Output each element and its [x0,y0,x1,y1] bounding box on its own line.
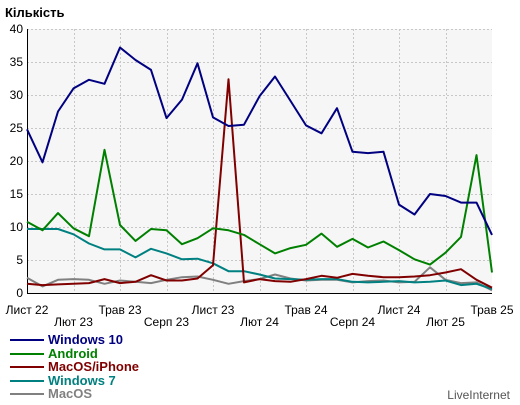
y-tick-label: 40 [10,22,24,36]
legend-swatch [10,366,44,368]
series-line-windows-10 [26,46,493,236]
x-tick-label: Трав 25 [470,303,513,317]
x-tick-label: Лют 24 [240,315,279,329]
y-tick-label: 5 [16,253,23,267]
series-lines [26,46,493,292]
x-tick-label: Лют 25 [426,315,465,329]
legend-swatch [10,379,44,382]
x-tick-label: Трав 24 [284,303,327,317]
legend-label: Android [48,345,98,361]
y-tick-label: 10 [10,220,24,234]
y-tick-label: 35 [10,55,24,69]
legend-label: Windows 10 [48,332,124,347]
x-tick-label: Серп 23 [144,315,190,329]
legend-label: MacOS/iPhone [48,359,140,374]
x-tick-label: Лист 23 [192,303,235,317]
legend-swatch [10,339,44,341]
axes [27,29,492,294]
y-tick-label: 0 [16,286,23,300]
legend-label: MacOS [48,386,93,401]
series-line-android [26,148,493,273]
y-tick-label: 30 [10,88,24,102]
legend-swatch [10,393,44,395]
x-tick-label: Трав 23 [98,303,141,317]
series-line-windows-7 [27,228,493,290]
x-tick-label: Лют 23 [54,315,93,329]
x-tick-label: Лист 24 [378,303,421,317]
legend-label: Windows 7 [48,372,116,388]
brand-label: LiveInternet [447,388,510,402]
y-axis-title: Кількість [5,5,65,20]
series-line-macos-iphone [26,78,493,289]
x-tick-label: Серп 24 [330,315,376,329]
x-tick-label: Лист 22 [6,303,49,317]
y-tick-label: 20 [10,154,24,168]
y-tick-label: 15 [10,187,24,201]
legend-swatch [10,352,44,355]
y-tick-labels: 0 5 10 15 20 25 30 35 40 [10,22,24,300]
y-tick-label: 25 [10,121,24,135]
